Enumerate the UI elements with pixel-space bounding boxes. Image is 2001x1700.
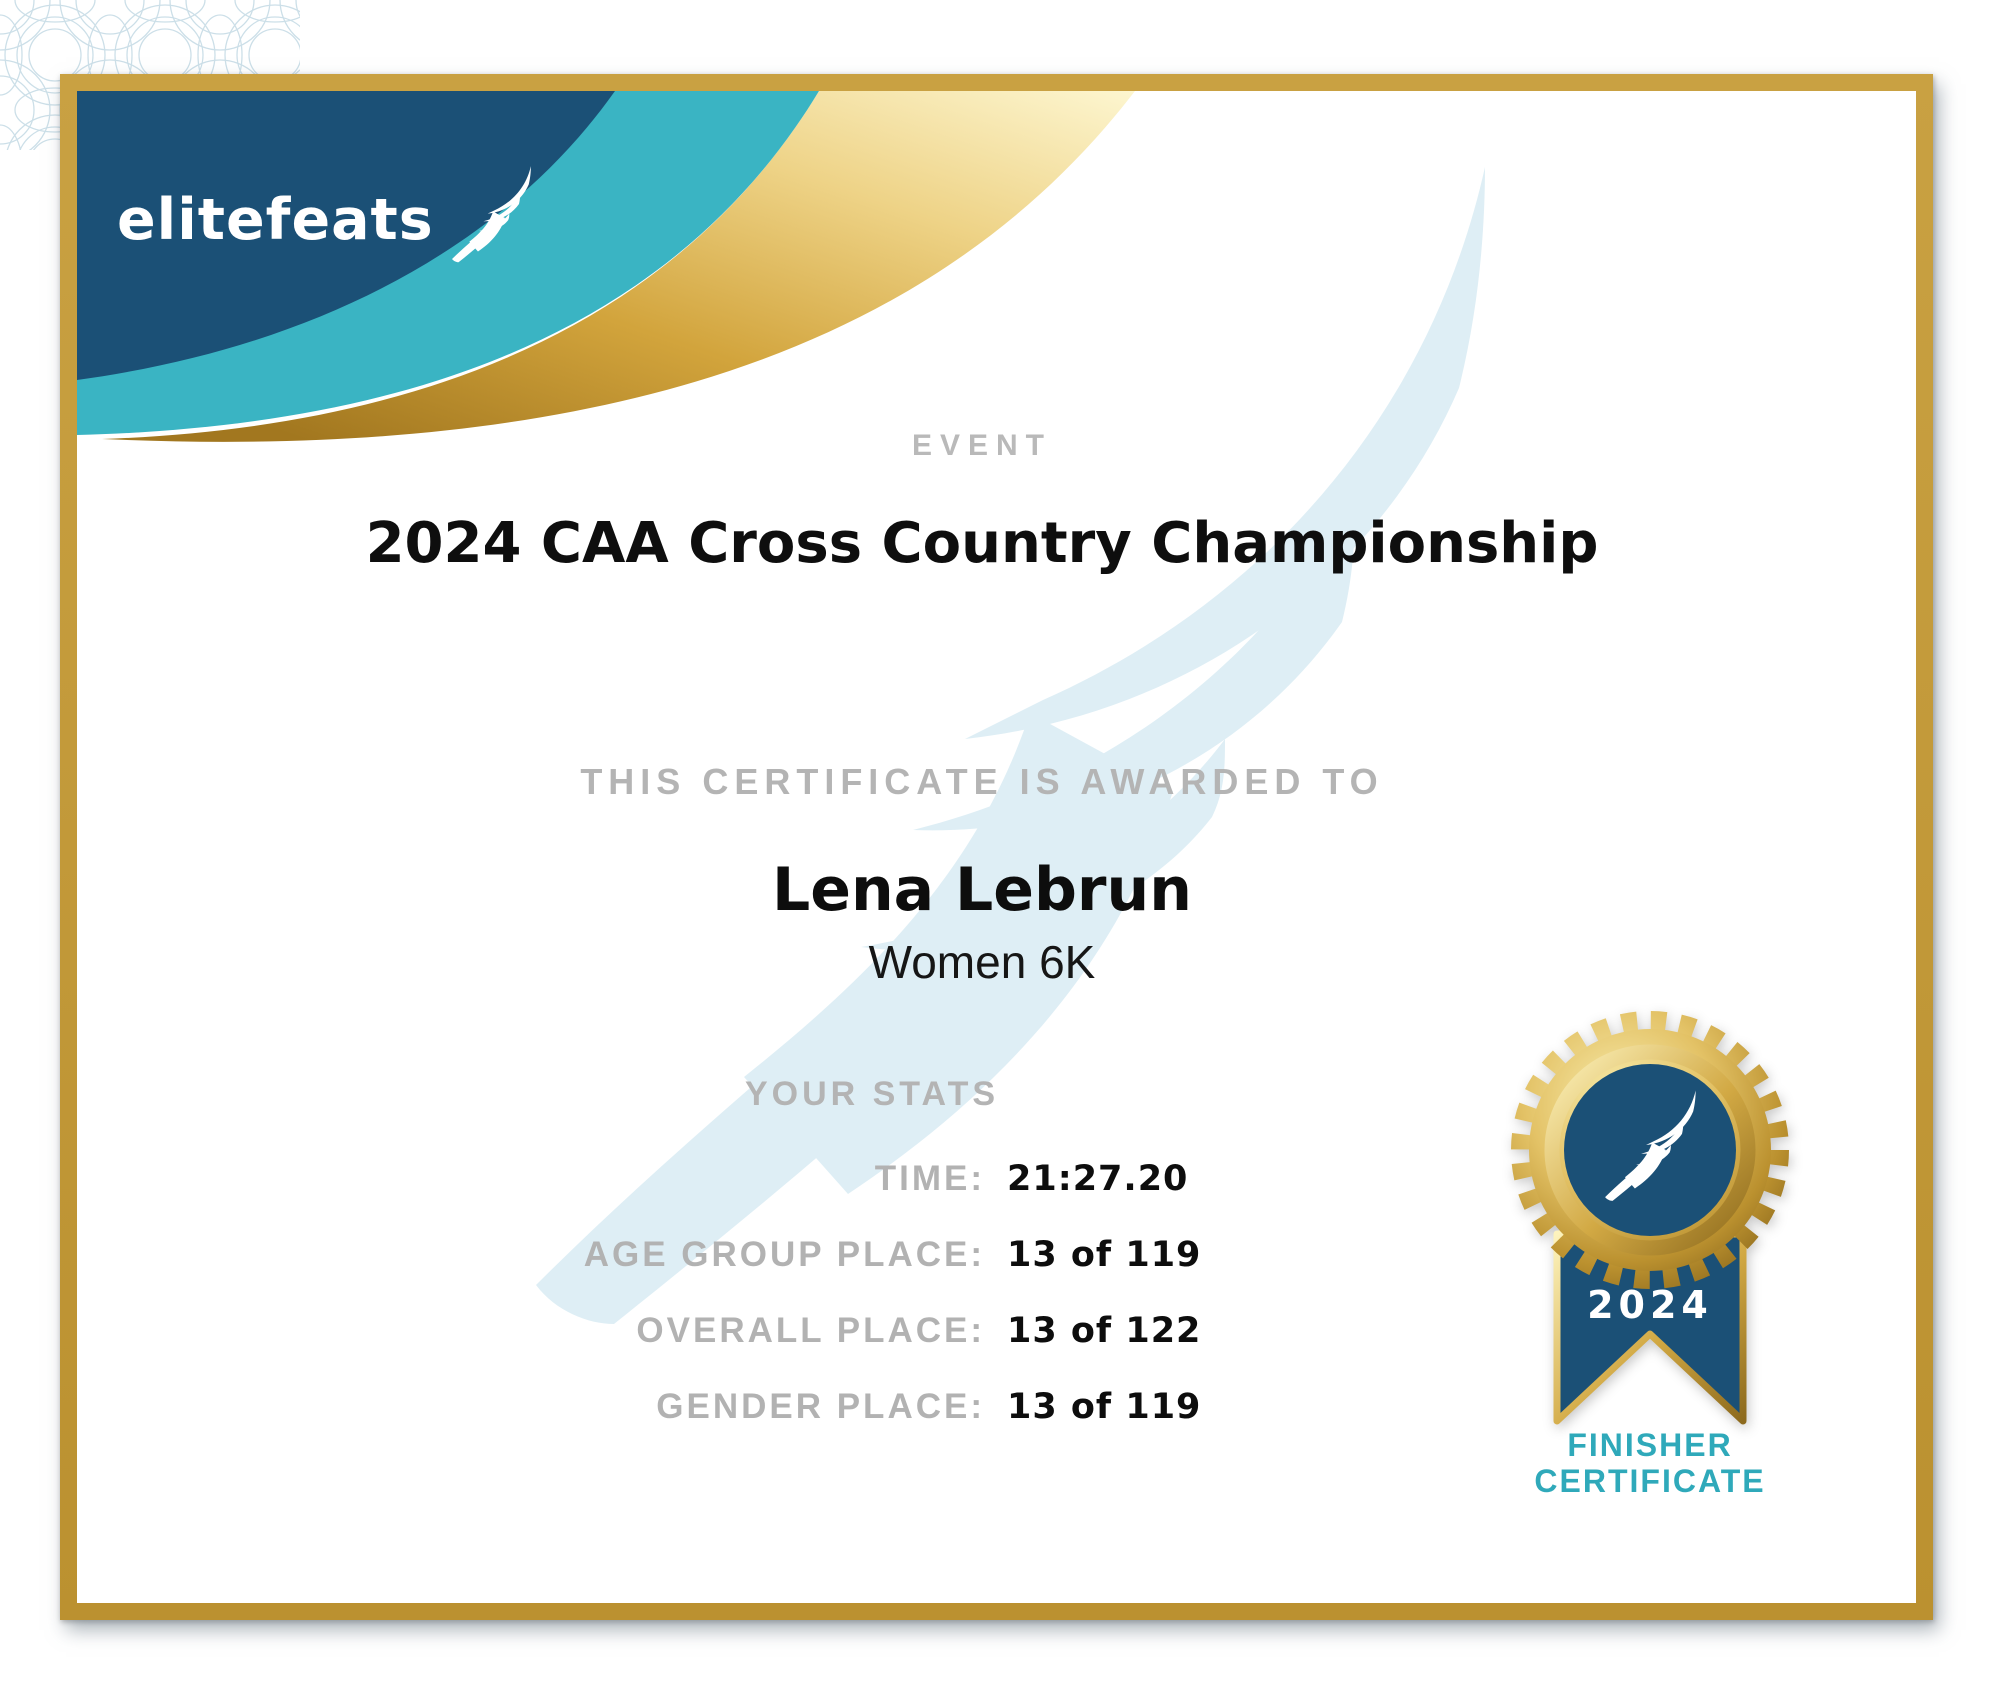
winged-foot-icon [438,153,546,283]
badge-caption-line2: CERTIFICATE [1534,1463,1766,1499]
gold-swoosh [102,91,1135,442]
stat-row-time: TIME: 21:27.20 [547,1159,1247,1235]
brand-logo-text: elitefeats [117,187,434,253]
navy-wave [77,91,615,380]
stat-value: 13 of 119 [1007,1387,1202,1427]
stat-label: AGE GROUP PLACE: [583,1235,985,1274]
event-label: EVENT [911,429,1053,462]
awarded-to-heading: THIS CERTIFICATE IS AWARDED TO [580,761,1384,802]
stat-row-overall-place: OVERALL PLACE: 13 of 122 [547,1311,1247,1387]
race-division: Women 6K [868,936,1096,988]
stat-label: TIME: [874,1159,985,1198]
stats-heading: YOUR STATS [744,1075,1000,1113]
certificate-body: elitefeats EVENT 2024 CAA Cross Country … [77,91,1916,1603]
stat-value: 21:27.20 [1007,1159,1189,1199]
badge-caption-line1: FINISHER [1567,1427,1733,1463]
stat-label: GENDER PLACE: [656,1387,985,1426]
badge-caption: FINISHER CERTIFICATE [1475,1427,1825,1499]
brand-logo: elitefeats [117,147,546,283]
stat-row-gender-place: GENDER PLACE: 13 of 119 [547,1387,1247,1463]
stat-label: OVERALL PLACE: [636,1311,985,1350]
header-wave-decoration [77,91,1135,442]
stats-list: TIME: 21:27.20 AGE GROUP PLACE: 13 of 11… [547,1159,1247,1463]
gold-frame: elitefeats EVENT 2024 CAA Cross Country … [60,74,1933,1620]
stat-row-age-group-place: AGE GROUP PLACE: 13 of 119 [547,1235,1247,1311]
stat-value: 13 of 122 [1007,1311,1202,1351]
badge-year: 2024 [1587,1283,1713,1327]
event-title: 2024 CAA Cross Country Championship [365,511,1599,576]
stat-value: 13 of 119 [1007,1235,1202,1275]
finisher-medal-badge: 2024 [1511,1011,1789,1425]
recipient-name: Lena Lebrun [772,855,1192,925]
